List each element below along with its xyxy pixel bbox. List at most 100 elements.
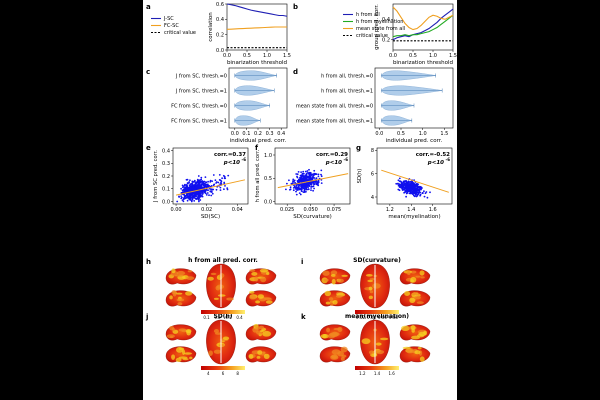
- y-axis-label: h from all pred. corr.: [255, 149, 261, 202]
- brain-patch: [411, 293, 420, 296]
- scatter-point: [320, 182, 323, 185]
- scatter-point: [191, 188, 194, 190]
- x-tick-label: 0.02: [201, 207, 212, 213]
- brain-maps-k: 1.2 1.4 1.6: [319, 319, 431, 376]
- brain-patch: [213, 349, 222, 354]
- scatter-point: [313, 172, 316, 175]
- scatter-point: [181, 199, 184, 202]
- colorbar-tick-label: 6: [222, 371, 225, 376]
- x-tick-label: 1.6: [429, 207, 437, 213]
- scatter-point: [315, 182, 317, 185]
- panel-label-i: i: [301, 258, 303, 266]
- colorbar-tick-label: 1.6: [388, 371, 395, 376]
- series-line-mean-state-from-all: [392, 6, 454, 31]
- brain-patch: [327, 333, 336, 339]
- scatter-point: [410, 191, 412, 194]
- scatter-point: [315, 180, 318, 183]
- brain-patch: [414, 295, 421, 300]
- x-tick-label: 0.04: [232, 207, 243, 213]
- scatter-point: [186, 182, 189, 185]
- y-tick-label: 0.0: [216, 48, 224, 54]
- y-tick-label: 4: [371, 195, 374, 201]
- scatter-point: [193, 179, 196, 182]
- brain-patch: [401, 325, 410, 331]
- series-line-fc-sc: [226, 26, 287, 30]
- brain-patch: [171, 290, 177, 295]
- brain-maps-j: 4 6 8: [165, 319, 277, 376]
- brain-patch: [171, 327, 175, 332]
- scatter-point: [416, 183, 419, 186]
- brain-patch: [262, 330, 272, 337]
- scatter-point: [307, 171, 309, 174]
- correlation-annotation: corr.=0.37: [214, 152, 246, 158]
- scatter-point: [417, 191, 419, 194]
- scatter-point: [181, 184, 184, 187]
- brain-patch: [182, 349, 186, 355]
- brain-patch: [340, 356, 345, 361]
- scatter-point: [407, 188, 409, 191]
- x-axis-label: SD(SC): [201, 214, 220, 220]
- scatter-point: [184, 183, 186, 186]
- scatter-point: [292, 180, 294, 182]
- brain-patch: [261, 351, 266, 354]
- colorbar-tick-label: 0.4: [236, 315, 243, 320]
- y-axis-label: SD(h): [357, 169, 363, 184]
- scatter-point: [212, 184, 215, 187]
- y-tick-label: 0.0: [264, 199, 272, 205]
- scatter-point: [186, 199, 189, 202]
- brain-patch: [325, 301, 331, 305]
- scatter-point: [405, 183, 407, 185]
- y-axis-label: group pred. corr.: [374, 4, 380, 50]
- scatter-point: [412, 182, 415, 185]
- brain-lateral-left-bottom: [165, 290, 197, 307]
- brain-maps-i: 0.02 0.04 0.06 0.08: [319, 263, 431, 320]
- brain-patch: [409, 297, 416, 304]
- brain-patch: [406, 271, 411, 276]
- brain-patch: [335, 294, 343, 298]
- scatter-point: [208, 194, 210, 197]
- brain-dorsal-view: [360, 319, 390, 365]
- scatter-point: [197, 184, 199, 187]
- panel-label-b: b: [293, 3, 298, 11]
- scatter-point: [187, 186, 190, 189]
- brain-patch: [174, 274, 184, 277]
- scatter-point: [286, 182, 288, 185]
- scatter-point: [320, 173, 322, 176]
- figure-canvas: a b c d e f g h i j k 0.0 0.5 1.0 1.5 0.0 0.2…: [143, 0, 457, 400]
- colorbar: 1.2 1.4 1.6: [355, 366, 399, 376]
- scatter-point: [305, 173, 308, 175]
- scatter-point: [411, 183, 414, 186]
- panel-label-a: a: [146, 3, 151, 11]
- violin-category-label: J from SC, thresh.=0: [175, 73, 227, 79]
- scatter-point: [307, 176, 310, 178]
- x-tick-label: 0.2: [254, 131, 262, 137]
- scatter-point: [411, 186, 414, 189]
- scatter-point: [408, 183, 411, 186]
- brain-patch: [185, 291, 193, 296]
- scatter-points: [395, 177, 431, 199]
- scatter-point: [210, 194, 213, 197]
- scatter-point: [407, 186, 410, 189]
- scatter-point: [210, 185, 213, 187]
- brain-patch: [405, 347, 415, 354]
- scatter-chart-f: 0.025 0.050 0.075 0.0 0.5 1.0 SD(curvature) h f…: [255, 147, 351, 220]
- scatter-points: [176, 174, 230, 203]
- scatter-point: [209, 190, 212, 193]
- scatter-point: [209, 188, 211, 190]
- scatter-point: [398, 177, 401, 180]
- violin-category-label: h from all, thresh.=0: [321, 73, 373, 79]
- scatter-point: [192, 194, 195, 197]
- brain-patch: [213, 297, 219, 300]
- brain-patch: [210, 272, 217, 276]
- scatter-point: [195, 193, 198, 196]
- y-tick-label: 0.4: [162, 148, 170, 154]
- scatter-point: [294, 188, 297, 190]
- scatter-point: [207, 189, 209, 192]
- brain-patch: [175, 357, 182, 363]
- brain-lateral-right-top: [399, 324, 431, 341]
- scatter-point: [205, 192, 207, 195]
- y-tick-label: 0.2: [162, 174, 170, 180]
- p-value-annotation: p<10: [223, 160, 240, 166]
- brain-lateral-right-top: [245, 268, 277, 285]
- x-tick-label: 1.5: [283, 53, 291, 59]
